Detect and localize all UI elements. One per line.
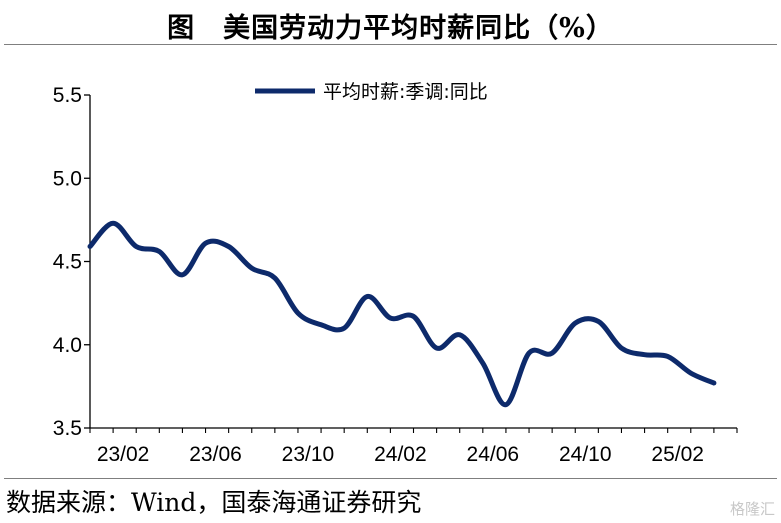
x-tick-label: 24/10 [559,443,612,466]
y-axis-ticks: 3.5 4.0 4.5 5.0 5.5 [53,84,90,440]
y-tick-label: 3.5 [53,417,82,440]
y-tick-label: 5.0 [53,167,82,190]
chart-legend: 平均时薪:季调:同比 [255,81,488,103]
x-tick-label: 23/10 [282,443,335,466]
watermark-logo: 格隆汇 [729,500,775,518]
x-tick-label: 24/06 [467,443,520,466]
y-tick-label: 5.5 [53,84,82,107]
legend-label: 平均时薪:季调:同比 [323,81,488,103]
series-line [87,220,717,408]
line-chart: 3.5 4.0 4.5 5.0 5.5 23/02 23/06 23/10 24/02 24/0… [53,81,738,466]
x-tick-label: 25/02 [651,443,704,466]
chart-axes [89,95,737,429]
y-tick-label: 4.5 [53,251,82,274]
chart-series [87,220,717,408]
x-tick-label: 23/02 [97,443,150,466]
source-note: 数据来源：Wind，国泰海通证券研究 [6,488,422,517]
y-tick-label: 4.0 [53,334,82,357]
bottom-rule [4,478,777,479]
x-tick-label: 24/02 [374,443,427,466]
top-rule [4,44,777,45]
chart-title: 图 美国劳动力平均时薪同比（%） [167,13,614,44]
x-axis-ticks: 23/02 23/06 23/10 24/02 24/06 24/10 25/02 [89,428,738,466]
x-tick-label: 23/06 [189,443,242,466]
